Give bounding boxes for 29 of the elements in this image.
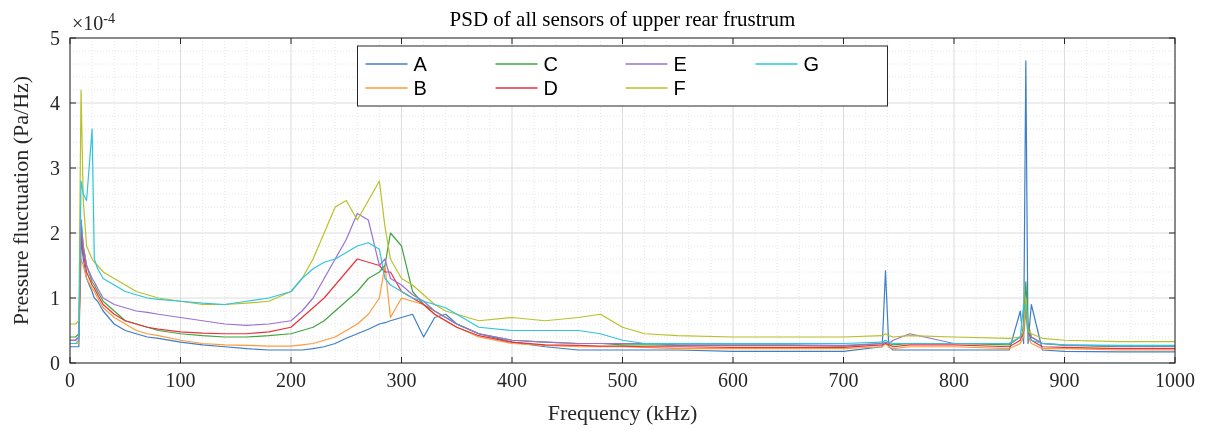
- legend-label: F: [673, 77, 686, 99]
- x-tick-label: 600: [718, 369, 748, 391]
- text: ×10$^{-4}$: [72, 10, 115, 34]
- y-tick-label: 0: [50, 352, 60, 374]
- y-tick-label: 1: [50, 287, 60, 309]
- x-tick-label: 200: [276, 369, 306, 391]
- y-tick-label: 2: [50, 222, 60, 244]
- y-axis-title: Pressure fluctuation (Pa/Hz): [8, 75, 33, 326]
- legend-label: B: [413, 77, 427, 99]
- legend-label: C: [543, 53, 558, 75]
- x-tick-label: 0: [65, 369, 75, 391]
- x-tick-label: 800: [939, 369, 969, 391]
- x-axis-title: Frequency (kHz): [547, 400, 698, 425]
- legend-label: G: [803, 53, 820, 75]
- x-tick-label: 300: [386, 369, 417, 391]
- y-tick-label: 4: [50, 92, 60, 114]
- x-tick-label: 700: [828, 369, 859, 391]
- legend-label: E: [673, 53, 687, 75]
- x-tick-label: 100: [165, 369, 196, 391]
- y-tick-label: 5: [50, 27, 60, 49]
- line-series: [69, 128, 1176, 347]
- x-tick-label: 1000: [1155, 369, 1195, 391]
- y-tick-label: 3: [50, 157, 60, 179]
- legend-label: A: [413, 53, 428, 75]
- legend-label: D: [543, 77, 558, 99]
- chart-title: PSD of all sensors of upper rear frustrum: [449, 7, 796, 31]
- x-tick-label: 900: [1049, 369, 1080, 391]
- x-tick-label: 500: [607, 369, 638, 391]
- x-tick-label: 400: [497, 369, 527, 391]
